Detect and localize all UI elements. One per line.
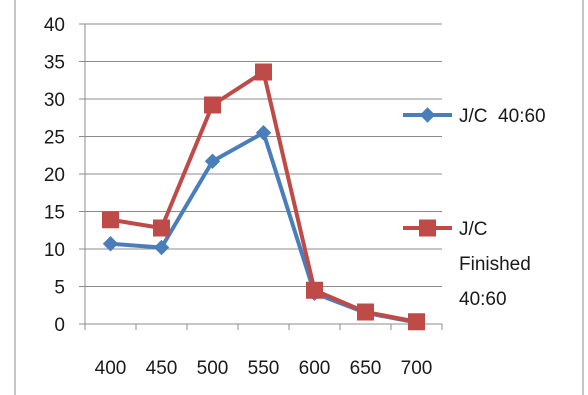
y-tick-label: 15 [44, 203, 65, 224]
data-point-diamond [255, 125, 272, 141]
x-tick-label: 450 [146, 358, 178, 379]
y-tick-label: 5 [54, 278, 65, 299]
y-tick-label: 35 [44, 53, 65, 74]
data-point-square [153, 219, 170, 237]
legend: J/C 40:60 J/C Finished 40:60 [403, 106, 546, 310]
legend-diamond-marker [419, 107, 436, 123]
legend-label: Finished [459, 254, 531, 275]
x-tick-label: 700 [401, 358, 433, 379]
legend-entry-1: J/C 40:60 [403, 106, 546, 127]
x-tick-label: 550 [248, 358, 280, 379]
data-point-square [204, 96, 221, 114]
y-tick-label: 10 [44, 240, 65, 261]
x-tick-label: 600 [299, 358, 331, 379]
legend-label: J/C [459, 219, 488, 240]
data-point-diamond [153, 239, 170, 256]
legend-label: 40:60 [459, 289, 507, 310]
legend-entry-2: J/C Finished 40:60 [403, 219, 531, 310]
data-point-square [408, 313, 425, 331]
series-lines [110, 70, 417, 325]
x-tick-label: 400 [95, 358, 127, 379]
y-tick-label: 0 [54, 315, 65, 336]
data-point-diamond [204, 153, 221, 169]
series-line-2 [110, 70, 417, 324]
x-tick-label: 650 [350, 358, 382, 379]
data-point-square [306, 281, 323, 299]
y-tick-label: 25 [44, 128, 65, 149]
y-tick-label: 30 [44, 90, 65, 111]
data-point-square [102, 211, 119, 229]
y-tick-label: 20 [44, 165, 65, 186]
data-point-square [357, 303, 374, 321]
axes: 0 5 10 15 20 25 30 35 40 400 450 500 550 600 650 700 [14, 0, 584, 395]
legend-label: J/C 40:60 [459, 106, 546, 127]
series-markers [102, 63, 425, 331]
legend-square-marker [419, 219, 436, 237]
data-point-diamond [102, 236, 119, 252]
y-tick-label: 40 [44, 15, 65, 36]
data-point-square [255, 63, 272, 81]
x-tick-label: 500 [197, 358, 229, 379]
